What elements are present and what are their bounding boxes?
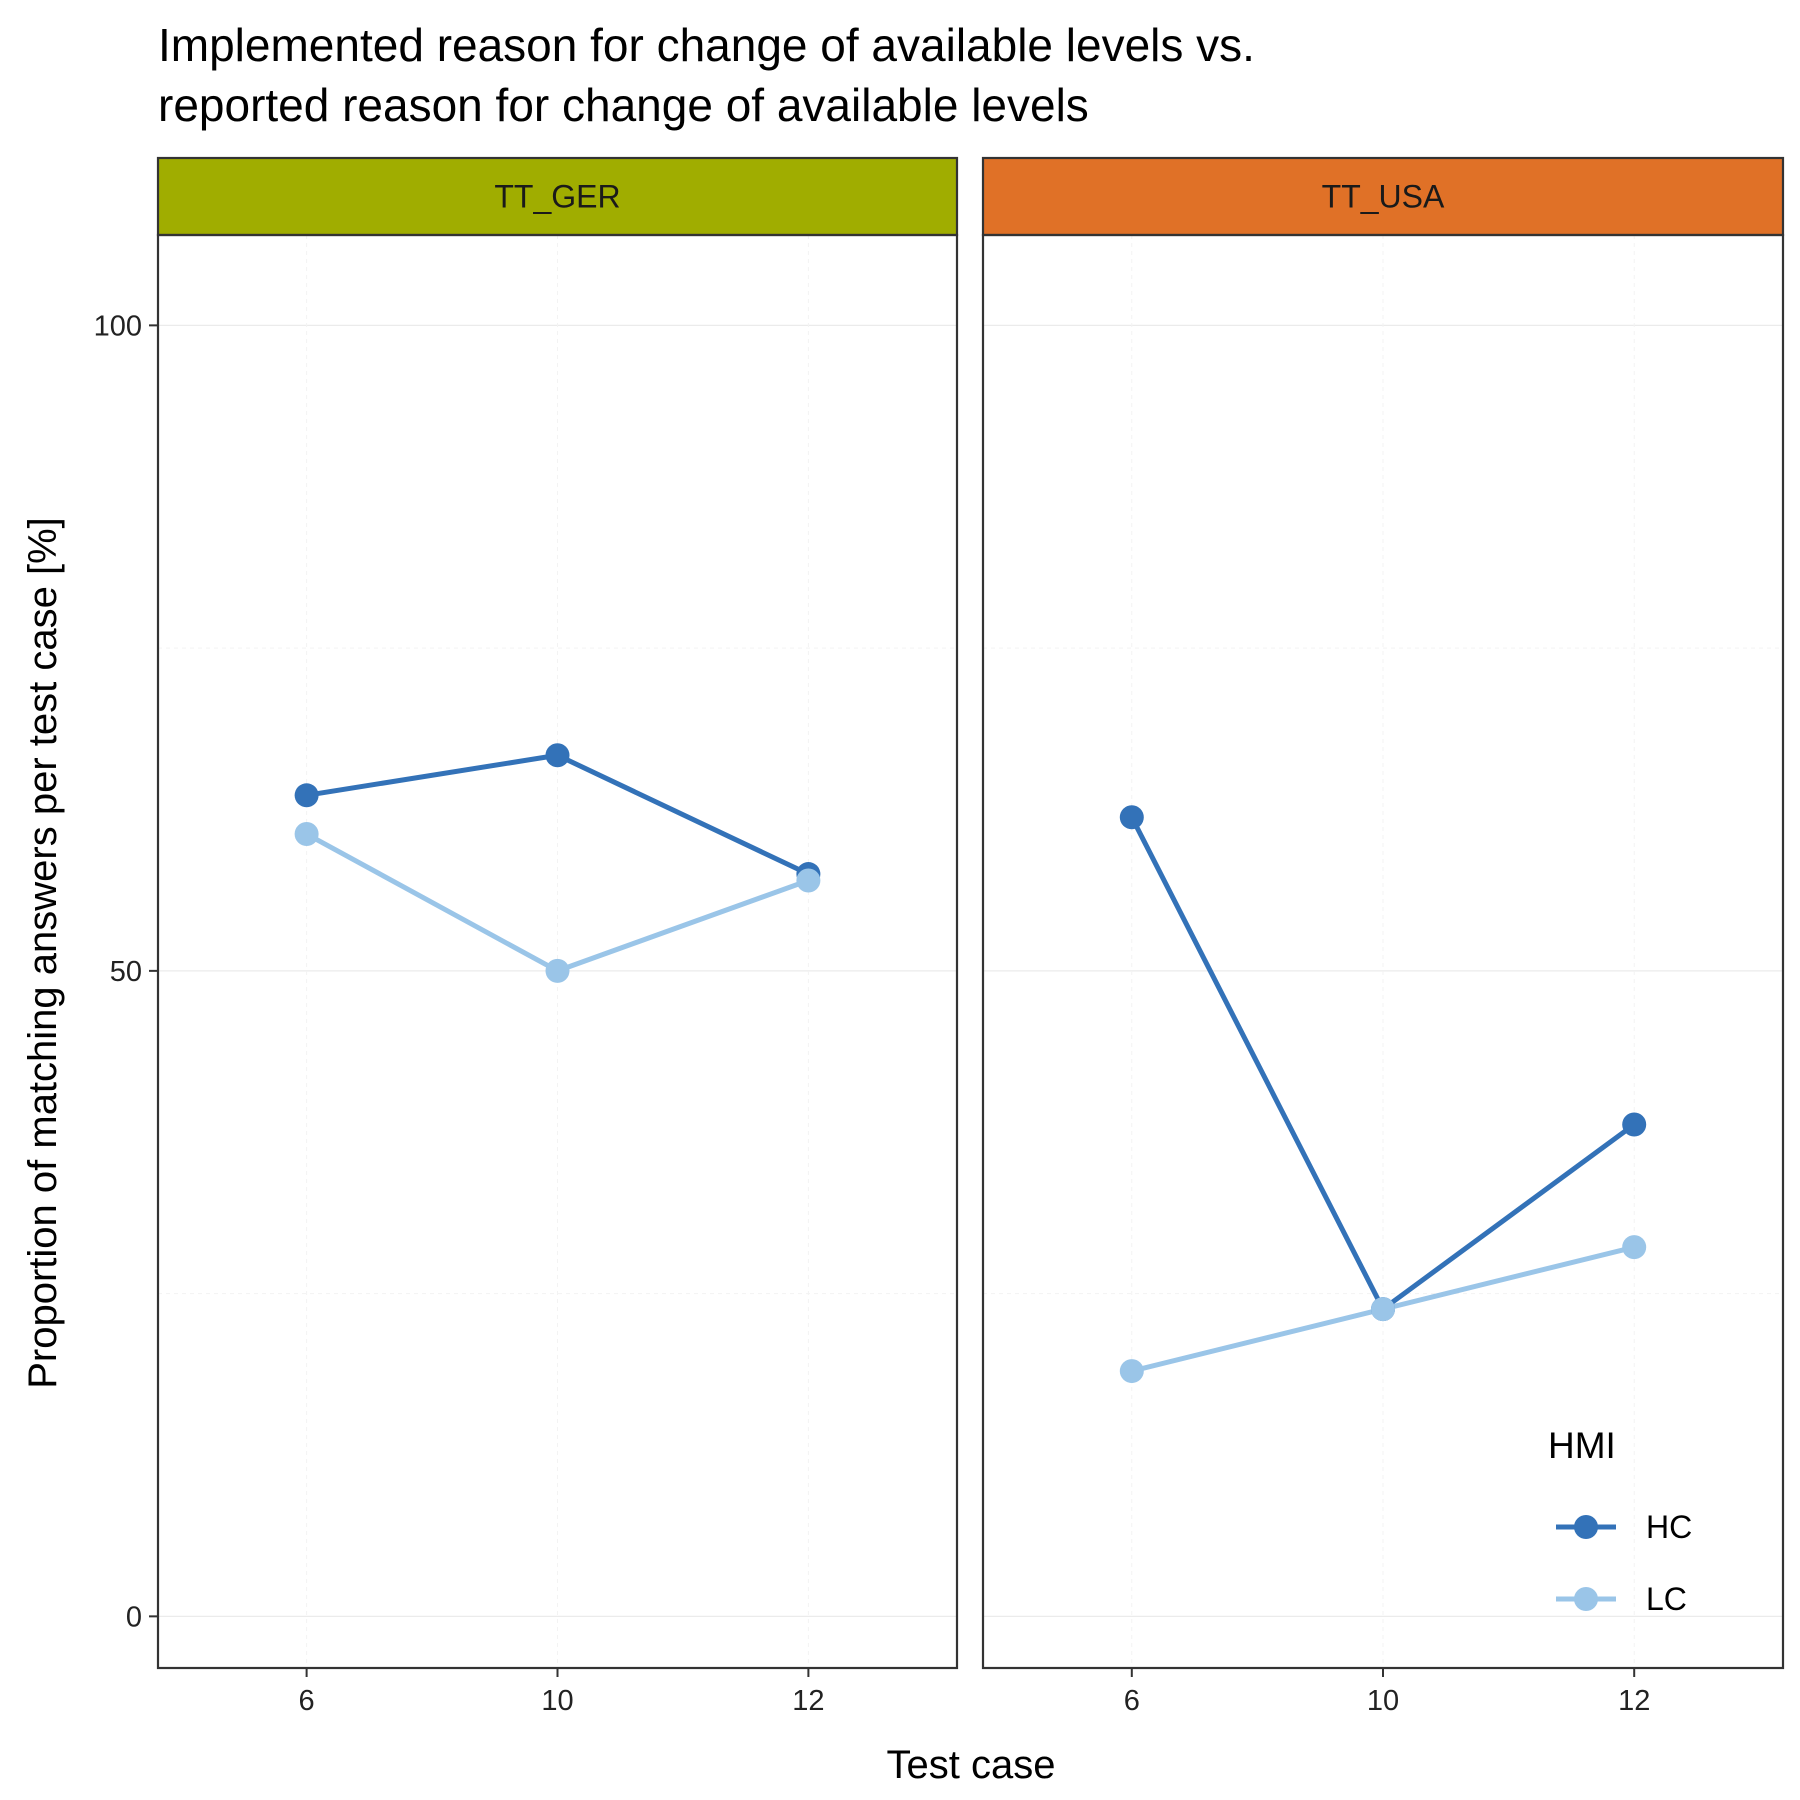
x-tick-label: 6 bbox=[1124, 1685, 1140, 1717]
panel-tt-ger: TT_GER 6 10 12 bbox=[156, 156, 959, 1717]
x-tick-label: 10 bbox=[541, 1685, 573, 1717]
x-tick-label: 10 bbox=[1367, 1685, 1399, 1717]
data-point-lc bbox=[545, 958, 570, 983]
x-tick-label: 12 bbox=[792, 1685, 824, 1717]
legend-entry-hc: HC bbox=[1556, 1509, 1692, 1545]
facet-strip bbox=[981, 156, 1785, 237]
facet-strip-label: TT_GER bbox=[494, 179, 620, 215]
data-point-lc bbox=[1371, 1297, 1395, 1322]
panel-tt-usa: TT_USA 6 10 12 bbox=[981, 156, 1785, 1717]
data-point-lc bbox=[1119, 1359, 1144, 1384]
data-point-hc bbox=[545, 743, 570, 768]
legend-key-point bbox=[1574, 1515, 1598, 1539]
x-tick-label: 6 bbox=[299, 1685, 315, 1717]
legend: HMI HC LC bbox=[1548, 1425, 1692, 1617]
legend-entry-lc: LC bbox=[1556, 1581, 1687, 1617]
data-point-hc bbox=[1622, 1112, 1647, 1137]
facet-strip-label: TT_USA bbox=[1322, 179, 1445, 215]
chart-title-line-1: Implemented reason for change of availab… bbox=[158, 19, 1255, 71]
legend-label: HC bbox=[1646, 1509, 1692, 1545]
y-tick-label: 100 bbox=[94, 310, 142, 342]
y-tick-label: 50 bbox=[110, 956, 142, 988]
x-axis-title: Test case bbox=[887, 1743, 1056, 1787]
data-point-lc bbox=[294, 822, 319, 847]
legend-label: LC bbox=[1646, 1581, 1687, 1617]
y-axis: 0 50 100 bbox=[94, 310, 158, 1633]
data-point-hc bbox=[294, 783, 319, 808]
y-axis-title: Proportion of matching answers per test … bbox=[21, 517, 65, 1389]
legend-key-point bbox=[1574, 1587, 1598, 1611]
data-point-hc bbox=[1119, 805, 1144, 830]
legend-title: HMI bbox=[1548, 1425, 1616, 1466]
panels-group: TT_GER 6 10 12 TT_USA 6 10 12 bbox=[156, 156, 1785, 1717]
y-tick-label: 0 bbox=[126, 1601, 142, 1633]
data-point-lc bbox=[1622, 1235, 1647, 1260]
x-tick-label: 12 bbox=[1618, 1685, 1650, 1717]
data-point-lc bbox=[796, 868, 821, 893]
facet-strip bbox=[156, 156, 959, 237]
chart-title-line-2: reported reason for change of available … bbox=[158, 79, 1089, 131]
